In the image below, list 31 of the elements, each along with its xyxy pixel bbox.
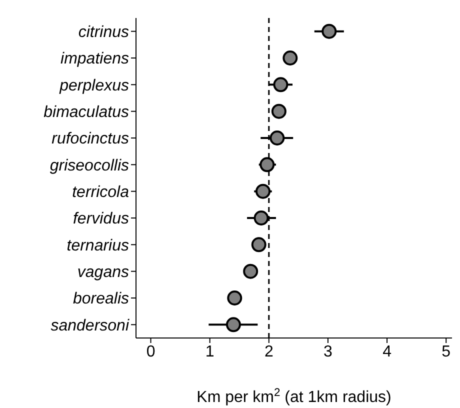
point	[226, 317, 241, 332]
x-tick-label: 0	[146, 343, 156, 360]
x-tick-label: 2	[264, 343, 274, 360]
y-tick-label: griseocollis	[50, 157, 129, 174]
y-tick-label: ternarius	[66, 237, 129, 254]
x-axis-title: Km per km$^{2}$ (at 1km radius)	[196, 387, 392, 406]
point	[254, 210, 269, 226]
point	[255, 184, 270, 199]
x-tick-label: 5	[442, 343, 451, 360]
x-tick-label: 4	[382, 343, 392, 360]
y-tick-label: vagans	[77, 264, 129, 282]
y-tick-label: bimaculatus	[44, 104, 129, 122]
point	[227, 290, 242, 306]
point	[243, 264, 258, 279]
y-tick-label: citrinus	[78, 24, 129, 42]
y-tick-label: impatiens	[60, 50, 129, 68]
y-tick-label: fervidus	[72, 210, 129, 228]
point	[273, 77, 288, 92]
y-tick-label: sandersoni	[50, 317, 130, 334]
point	[270, 130, 285, 146]
point	[271, 104, 286, 119]
y-tick-label: rufocinctus	[52, 130, 129, 148]
point	[260, 157, 275, 172]
point	[282, 50, 298, 66]
point	[322, 24, 337, 39]
x-tick-label: 1	[205, 343, 214, 360]
x-tick-label: 3	[324, 343, 333, 360]
y-tick-label: perplexus	[58, 77, 129, 94]
y-tick-label: borealis	[72, 290, 129, 308]
point	[251, 237, 266, 252]
y-tick-label: terricola	[72, 184, 130, 202]
